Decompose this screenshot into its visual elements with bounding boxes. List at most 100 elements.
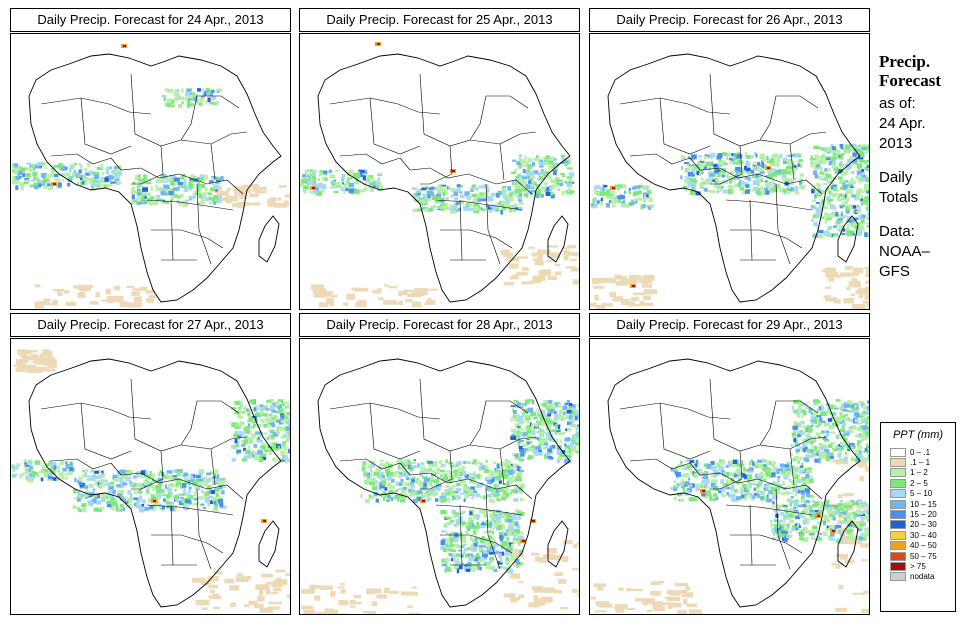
rain-cell bbox=[869, 183, 870, 186]
rain-cell bbox=[81, 174, 87, 178]
rain-cell bbox=[96, 180, 101, 184]
rain-cell bbox=[687, 484, 693, 487]
rain-cell bbox=[855, 210, 858, 213]
rain-cell bbox=[54, 178, 61, 182]
rain-cell bbox=[807, 435, 811, 440]
rain-cell bbox=[99, 506, 105, 509]
rain-cell bbox=[173, 469, 180, 472]
rain-cell bbox=[838, 154, 842, 158]
rain-cell bbox=[857, 224, 864, 229]
rain-cell bbox=[839, 179, 844, 182]
rain-cell bbox=[173, 495, 178, 500]
rain-cell bbox=[165, 178, 169, 183]
rain-cell bbox=[622, 200, 626, 204]
rain-cell bbox=[410, 461, 417, 465]
rain-cell bbox=[478, 474, 481, 477]
rain-cell bbox=[715, 463, 719, 469]
rain-cell bbox=[156, 178, 162, 183]
rain-cell bbox=[472, 530, 477, 535]
rain-cell bbox=[520, 164, 527, 167]
dry-cell bbox=[314, 595, 321, 601]
rain-cell bbox=[194, 497, 199, 501]
rain-cell bbox=[530, 411, 537, 417]
rain-cell bbox=[569, 414, 572, 419]
dry-cell bbox=[245, 189, 252, 194]
rain-cell bbox=[59, 477, 65, 480]
rain-cell bbox=[287, 448, 290, 453]
dry-cell bbox=[658, 580, 665, 584]
rain-cell bbox=[290, 449, 291, 452]
rain-cell bbox=[266, 437, 270, 440]
rain-cell bbox=[810, 421, 816, 424]
dry-cell bbox=[101, 299, 110, 302]
rain-cell bbox=[725, 486, 731, 490]
rain-cell bbox=[855, 233, 862, 236]
rain-cell bbox=[268, 451, 272, 455]
rain-cell bbox=[508, 205, 515, 209]
rain-cell bbox=[449, 520, 455, 523]
rain-cell bbox=[463, 461, 466, 464]
rain-cell bbox=[531, 399, 535, 405]
rain-cell bbox=[861, 144, 867, 147]
rain-cell bbox=[714, 493, 717, 498]
rain-cell bbox=[205, 88, 211, 93]
dry-cell bbox=[324, 608, 334, 613]
dry-cell bbox=[239, 193, 246, 200]
rain-cell bbox=[850, 404, 856, 409]
rain-cell bbox=[140, 470, 146, 475]
rain-cell bbox=[269, 429, 275, 434]
dry-cell bbox=[837, 495, 843, 499]
rain-cell bbox=[814, 458, 820, 462]
rain-cell bbox=[820, 431, 824, 434]
rain-cell bbox=[255, 457, 260, 460]
rain-cell bbox=[183, 488, 187, 492]
rain-cell bbox=[805, 478, 810, 484]
dry-cell bbox=[383, 299, 397, 305]
rain-cell bbox=[753, 186, 759, 190]
rain-cell bbox=[715, 496, 719, 501]
rain-cell bbox=[615, 198, 619, 202]
rain-cell bbox=[541, 404, 547, 407]
rain-cell bbox=[526, 418, 529, 424]
heavy-rain-cell bbox=[53, 183, 56, 185]
rain-cell bbox=[286, 426, 290, 431]
rain-cell bbox=[489, 470, 494, 474]
rain-cell bbox=[755, 153, 758, 158]
rain-cell bbox=[496, 520, 502, 524]
rain-cell bbox=[147, 474, 153, 478]
rain-cell bbox=[520, 159, 526, 164]
rain-cell bbox=[26, 478, 33, 483]
rain-cell bbox=[570, 445, 576, 449]
rain-cell bbox=[111, 507, 115, 511]
rain-cell bbox=[782, 159, 788, 164]
rain-cell bbox=[837, 196, 841, 200]
rain-cell bbox=[122, 507, 126, 511]
dry-cell bbox=[357, 299, 367, 304]
rain-cell bbox=[446, 544, 452, 548]
rain-cell bbox=[269, 415, 275, 418]
rain-cell bbox=[147, 197, 150, 202]
rain-cell bbox=[449, 204, 455, 210]
dry-cell bbox=[652, 601, 663, 606]
rain-cell bbox=[599, 199, 604, 205]
rain-cell bbox=[507, 518, 513, 523]
rain-cell bbox=[255, 404, 258, 408]
rain-cell bbox=[437, 184, 441, 188]
rain-cell bbox=[264, 417, 271, 421]
rain-cell bbox=[828, 190, 832, 196]
rain-cell bbox=[633, 199, 636, 203]
rain-cell bbox=[620, 202, 627, 208]
rain-cell bbox=[469, 207, 474, 211]
rain-cell bbox=[399, 498, 406, 503]
rain-cell bbox=[87, 163, 91, 167]
rain-cell bbox=[492, 461, 497, 465]
rain-cell bbox=[317, 178, 320, 181]
rain-cell bbox=[64, 172, 71, 177]
rain-cell bbox=[868, 443, 869, 448]
rain-cell bbox=[426, 194, 431, 199]
rain-cell bbox=[136, 201, 142, 205]
rain-cell bbox=[705, 180, 711, 185]
rain-cell bbox=[37, 165, 43, 169]
dry-cell bbox=[95, 292, 101, 298]
dry-cell bbox=[509, 553, 524, 558]
